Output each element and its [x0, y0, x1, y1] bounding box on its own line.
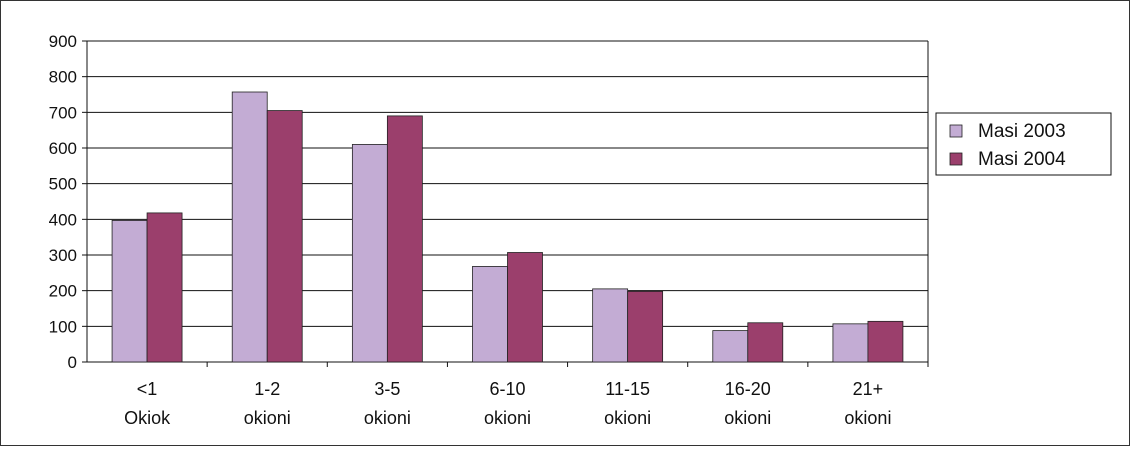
x-tick-label: 1-2: [254, 379, 280, 399]
bar-masi-2003: [351, 144, 388, 363]
x-tick-label: Okiok: [124, 408, 171, 428]
y-tick-label: 400: [49, 210, 77, 229]
y-tick-label: 200: [49, 282, 77, 301]
y-tick-label: 500: [49, 175, 77, 194]
bar-masi-2004: [146, 212, 183, 363]
x-tick-label: okioni: [604, 408, 651, 428]
x-tick-label: <1: [137, 379, 158, 399]
x-tick-label: 16-20: [725, 379, 771, 399]
y-tick-label: 600: [49, 139, 77, 158]
bar-masi-2004: [507, 252, 543, 363]
y-tick-label: 0: [68, 353, 77, 372]
x-tick-label: okioni: [364, 408, 411, 428]
y-tick-label: 800: [49, 68, 77, 87]
x-tick-label: okioni: [724, 408, 771, 428]
bar-masi-2004: [386, 115, 423, 363]
legend-label: Masi 2003: [978, 121, 1066, 142]
bar-masi-2004: [627, 290, 664, 363]
y-tick-label: 300: [49, 246, 77, 265]
bar-masi-2003: [712, 330, 749, 363]
x-tick-label: 21+: [853, 379, 884, 399]
y-tick-label: 900: [49, 32, 77, 51]
legend-box: [935, 112, 1112, 176]
x-tick-label: okioni: [844, 408, 891, 428]
bar-masi-2004: [266, 110, 303, 363]
legend-swatch: [949, 152, 963, 166]
y-tick-label: 100: [49, 317, 77, 336]
legend-swatch: [949, 124, 963, 138]
y-tick-label: 700: [49, 103, 77, 122]
x-tick-label: 3-5: [374, 379, 400, 399]
bar-masi-2003: [472, 266, 508, 363]
bar-masi-2003: [231, 91, 268, 363]
x-tick-label: 6-10: [489, 379, 525, 399]
x-tick-label: okioni: [244, 408, 291, 428]
legend-label: Masi 2004: [978, 149, 1066, 170]
bar-masi-2003: [592, 288, 629, 363]
x-tick-label: okioni: [484, 408, 531, 428]
x-tick-label: 11-15: [605, 379, 650, 399]
bar-masi-2004: [747, 322, 784, 363]
bar-masi-2003: [111, 220, 148, 363]
bar-masi-2003: [832, 323, 869, 363]
bar-masi-2004: [867, 320, 904, 363]
